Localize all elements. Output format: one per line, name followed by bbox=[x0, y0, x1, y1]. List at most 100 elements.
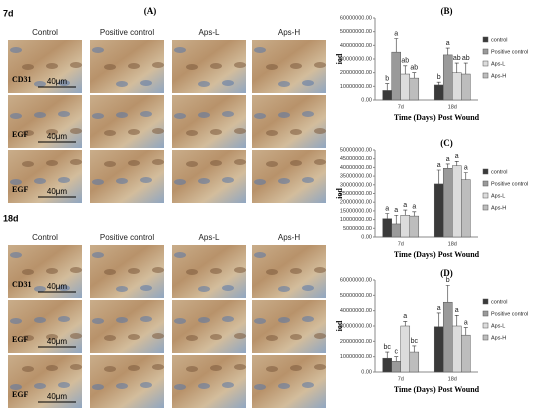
error-bar bbox=[454, 314, 459, 326]
legend-swatch bbox=[482, 36, 489, 43]
micrograph-detail bbox=[198, 383, 210, 389]
micrograph-detail bbox=[70, 128, 82, 134]
micrograph-detail bbox=[234, 333, 246, 339]
stain-label: EGF bbox=[12, 390, 29, 399]
significance-letter: a bbox=[455, 153, 459, 160]
error-bar bbox=[403, 321, 408, 326]
error-bar bbox=[403, 209, 408, 216]
bar bbox=[452, 165, 462, 238]
micrograph-detail bbox=[290, 63, 302, 69]
micrograph-detail bbox=[10, 252, 22, 258]
micrograph-detail bbox=[116, 383, 128, 389]
scale-label: 40μm bbox=[47, 337, 68, 346]
micrograph bbox=[252, 95, 326, 148]
significance-letter: a bbox=[412, 204, 416, 211]
micrograph-detail bbox=[58, 111, 70, 117]
chart-title: (B) bbox=[441, 6, 453, 16]
legend-swatch bbox=[482, 60, 489, 67]
micrograph-detail bbox=[314, 159, 326, 165]
micrograph-detail bbox=[302, 80, 314, 86]
y-tick-label: 30000000.00 bbox=[340, 323, 372, 329]
error-bar bbox=[412, 345, 417, 353]
y-tick-label: 30000000.00 bbox=[340, 56, 372, 62]
significance-letter: a bbox=[455, 307, 459, 314]
y-tick-label: 0.00 bbox=[361, 234, 372, 240]
bar bbox=[433, 84, 444, 101]
micrograph-detail bbox=[58, 316, 70, 322]
error-bar bbox=[436, 81, 441, 85]
legend-swatch bbox=[482, 204, 489, 211]
micrograph bbox=[172, 355, 246, 408]
column-label: Positive control bbox=[100, 233, 154, 242]
legend-label: Aps-L bbox=[491, 193, 505, 199]
micrograph-detail bbox=[92, 179, 104, 185]
bar bbox=[382, 218, 392, 238]
bar bbox=[442, 54, 453, 101]
micrograph-detail bbox=[70, 267, 82, 273]
micrograph-detail bbox=[104, 366, 116, 372]
micrograph-detail bbox=[70, 333, 82, 339]
bar bbox=[409, 77, 420, 101]
significance-letter: a bbox=[403, 313, 407, 320]
micrograph-detail bbox=[290, 268, 302, 274]
micrograph bbox=[90, 355, 164, 408]
scale-label: 40μm bbox=[47, 282, 68, 291]
bar bbox=[382, 90, 392, 101]
legend-label: Positive control bbox=[491, 49, 528, 55]
micrograph-detail bbox=[128, 334, 140, 340]
x-tick-label: 18d bbox=[448, 104, 457, 110]
error-bar bbox=[394, 214, 399, 224]
error-bar bbox=[463, 327, 468, 336]
bar bbox=[461, 73, 471, 101]
legend-label: Positive control bbox=[491, 181, 528, 187]
micrograph-detail bbox=[222, 382, 234, 388]
x-axis-label: Time (Days) Post Wound bbox=[394, 250, 480, 259]
micrograph-detail bbox=[140, 285, 152, 291]
significance-letter: ab bbox=[401, 58, 409, 65]
legend-swatch bbox=[482, 72, 489, 79]
micrograph bbox=[252, 150, 326, 203]
micrograph-detail bbox=[22, 161, 34, 167]
significance-letter: b bbox=[446, 277, 450, 284]
y-tick-label: 10000000.00 bbox=[340, 354, 372, 360]
micrograph-detail bbox=[210, 334, 222, 340]
micrograph-detail bbox=[140, 177, 152, 183]
micrograph-detail bbox=[116, 286, 128, 292]
y-tick-label: 35000000.00 bbox=[340, 174, 372, 180]
micrograph-detail bbox=[92, 318, 104, 324]
micrograph-detail bbox=[34, 81, 46, 87]
x-tick-label: 18d bbox=[448, 376, 457, 382]
significance-letter: a bbox=[403, 202, 407, 209]
micrograph-detail bbox=[10, 318, 22, 324]
legend-label: Aps-H bbox=[491, 73, 506, 79]
micrograph-detail bbox=[254, 252, 266, 258]
scale-label: 40μm bbox=[47, 392, 68, 401]
micrograph-detail bbox=[70, 62, 82, 68]
micrograph-detail bbox=[266, 130, 278, 136]
micrograph bbox=[8, 355, 82, 408]
stain-label: EGF bbox=[12, 335, 29, 344]
micrograph-detail bbox=[222, 316, 234, 322]
micrograph-detail bbox=[302, 316, 314, 322]
bar bbox=[391, 223, 401, 238]
micrograph-detail bbox=[116, 317, 128, 323]
legend-label: control bbox=[491, 169, 508, 175]
micrograph-detail bbox=[116, 178, 128, 184]
micrograph-detail bbox=[34, 317, 46, 323]
micrograph-detail bbox=[222, 80, 234, 86]
micrograph-detail bbox=[22, 130, 34, 136]
micrograph bbox=[8, 95, 82, 148]
micrograph-detail bbox=[104, 269, 116, 275]
micrograph-detail bbox=[104, 130, 116, 136]
legend-label: control bbox=[491, 299, 508, 305]
micrograph-detail bbox=[222, 177, 234, 183]
chart-title: (D) bbox=[440, 268, 453, 278]
micrograph-detail bbox=[222, 111, 234, 117]
error-bar bbox=[394, 356, 399, 362]
micrograph bbox=[172, 95, 246, 148]
micrograph-detail bbox=[174, 384, 186, 390]
legend-swatch bbox=[482, 334, 489, 341]
significance-letter: bc bbox=[384, 344, 392, 351]
micrograph-detail bbox=[302, 111, 314, 117]
